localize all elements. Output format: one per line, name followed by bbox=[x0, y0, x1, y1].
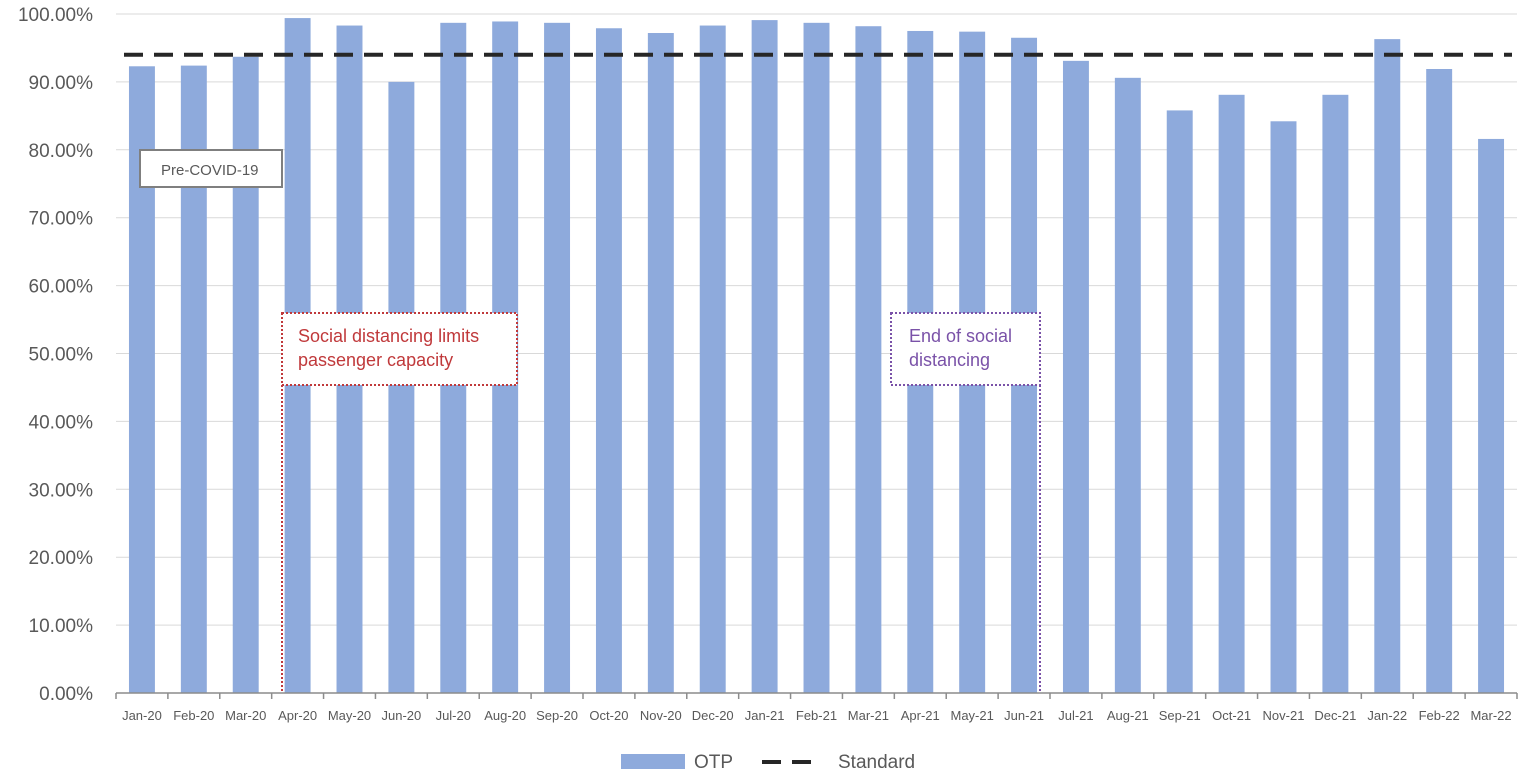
x-tick-label: Mar-22 bbox=[1470, 708, 1511, 723]
annotation-social-distancing-text: passenger capacity bbox=[298, 350, 453, 370]
x-tick-label: Dec-21 bbox=[1314, 708, 1356, 723]
annotation-end-social-distancing-text: distancing bbox=[909, 350, 990, 370]
x-axis-tick-marks bbox=[115, 693, 1518, 699]
x-tick-label: Jan-20 bbox=[122, 708, 162, 723]
x-tick-label: Jan-21 bbox=[745, 708, 785, 723]
x-tick-label: May-21 bbox=[950, 708, 993, 723]
otp-bar bbox=[647, 33, 674, 693]
annotation-social-distancing-text: Social distancing limits bbox=[298, 326, 479, 346]
legend-otp-label: OTP bbox=[694, 752, 733, 773]
y-tick-label: 50.00% bbox=[29, 345, 94, 366]
x-tick-label: Sep-21 bbox=[1159, 708, 1201, 723]
otp-bar bbox=[1478, 138, 1505, 693]
y-tick-label: 0.00% bbox=[39, 684, 93, 705]
x-tick-label: Aug-21 bbox=[1107, 708, 1149, 723]
otp-bar bbox=[803, 22, 830, 693]
annotation-pre-covid-text: Pre-COVID-19 bbox=[161, 162, 259, 179]
annotation-pre-covid-box bbox=[139, 149, 283, 188]
x-tick-label: Oct-21 bbox=[1212, 708, 1251, 723]
otp-bar bbox=[1322, 94, 1349, 693]
x-tick-label: Nov-21 bbox=[1263, 708, 1305, 723]
y-tick-label: 20.00% bbox=[29, 548, 94, 569]
x-tick-label: Mar-20 bbox=[225, 708, 266, 723]
x-tick-label: Oct-20 bbox=[589, 708, 628, 723]
y-axis-tick-labels: 0.00% 10.00% 20.00% 30.00% 40.00% 50.00% 60.00… bbox=[18, 5, 93, 705]
x-tick-label: Aug-20 bbox=[484, 708, 526, 723]
annotation-social-distancing-box bbox=[281, 312, 518, 386]
x-tick-label: Jul-20 bbox=[436, 708, 471, 723]
otp-bar bbox=[1218, 94, 1245, 693]
y-tick-label: 10.00% bbox=[29, 616, 94, 637]
legend: OTP Standard bbox=[621, 752, 915, 773]
y-tick-label: 100.00% bbox=[18, 5, 93, 26]
otp-bar bbox=[1270, 121, 1297, 694]
otp-bar bbox=[1426, 68, 1453, 693]
y-tick-label: 70.00% bbox=[29, 209, 94, 230]
annotation-social-distancing: Social distancing limits passenger capaci… bbox=[281, 312, 518, 693]
otp-bar bbox=[699, 25, 726, 694]
otp-bar bbox=[855, 26, 882, 694]
annotation-end-social-distancing-box bbox=[890, 312, 1041, 386]
x-tick-label: Mar-21 bbox=[848, 708, 889, 723]
x-tick-label: Jan-22 bbox=[1367, 708, 1407, 723]
x-tick-label: Sep-20 bbox=[536, 708, 578, 723]
otp-bar bbox=[751, 20, 778, 693]
annotation-end-social-distancing-text: End of social bbox=[909, 326, 1012, 346]
x-tick-label: May-20 bbox=[328, 708, 371, 723]
otp-bar bbox=[544, 22, 571, 693]
legend-otp-swatch bbox=[621, 754, 685, 769]
y-tick-label: 90.00% bbox=[29, 73, 94, 94]
x-tick-label: Feb-21 bbox=[796, 708, 837, 723]
x-tick-label: Nov-20 bbox=[640, 708, 682, 723]
y-tick-label: 40.00% bbox=[29, 412, 94, 433]
legend-standard-label: Standard bbox=[838, 752, 915, 773]
otp-bar bbox=[388, 81, 415, 693]
otp-bar bbox=[1374, 39, 1401, 694]
y-tick-label: 80.00% bbox=[29, 141, 94, 162]
annotation-pre-covid: Pre-COVID-19 bbox=[139, 149, 283, 188]
annotations: Pre-COVID-19 Social distancing limits pass… bbox=[139, 149, 1041, 693]
x-tick-label: Apr-21 bbox=[901, 708, 940, 723]
otp-bar bbox=[1114, 77, 1141, 694]
x-tick-label: Jun-21 bbox=[1004, 708, 1044, 723]
x-axis-tick-labels: Jan-20 Feb-20 Mar-20 Apr-20 May-20 Jun-20 Jul-… bbox=[122, 708, 1512, 723]
annotation-end-social-distancing: End of social distancing bbox=[890, 312, 1041, 693]
x-tick-label: Feb-20 bbox=[173, 708, 214, 723]
otp-bar bbox=[1166, 110, 1193, 694]
x-tick-label: Jun-20 bbox=[382, 708, 422, 723]
x-tick-label: Jul-21 bbox=[1058, 708, 1093, 723]
y-tick-label: 30.00% bbox=[29, 480, 94, 501]
x-tick-label: Apr-20 bbox=[278, 708, 317, 723]
x-tick-label: Feb-22 bbox=[1419, 708, 1460, 723]
otp-bar bbox=[595, 28, 622, 694]
x-tick-label: Dec-20 bbox=[692, 708, 734, 723]
y-tick-label: 60.00% bbox=[29, 277, 94, 298]
otp-bar bbox=[1062, 60, 1089, 693]
